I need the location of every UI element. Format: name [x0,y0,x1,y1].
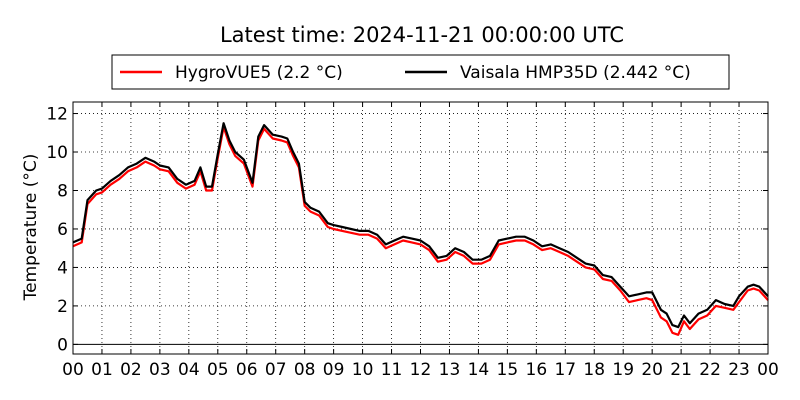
y-tick-label: 4 [57,258,68,278]
x-tick-label: 15 [497,360,519,380]
x-tick-label: 05 [207,360,229,380]
x-tick-label: 01 [91,360,113,380]
x-tick-label: 00 [757,360,779,380]
y-tick-label: 6 [57,220,68,240]
y-tick-label: 0 [57,335,68,355]
y-tick-label: 2 [57,297,68,317]
y-tick-label: 10 [46,143,68,163]
series-line-vaisala [72,122,769,329]
y-tick-label: 8 [57,181,68,201]
x-tick-label: 17 [554,360,576,380]
y-axis-label: Temperature (°C) [21,154,41,302]
axis-ticks [72,102,769,354]
x-tick-label: 18 [583,360,605,380]
x-tick-label: 04 [178,360,200,380]
y-tick-labels: 0 2 4 6 8 10 12 [46,105,68,356]
y-tick-label: 12 [46,105,68,125]
x-tick-label: 12 [410,360,432,380]
legend-label-vaisala: Vaisala HMP35D (2.442 °C) [460,63,691,83]
legend-label-hygrovue5: HygroVUE5 (2.2 °C) [175,63,343,83]
x-tick-label: 22 [699,360,721,380]
x-tick-label: 07 [265,360,287,380]
x-tick-label: 19 [612,360,634,380]
x-tick-label: 10 [352,360,374,380]
series-line-hygrovue5 [72,125,769,336]
x-tick-label: 13 [439,360,461,380]
x-tick-label: 11 [381,360,403,380]
x-tick-label: 00 [62,360,84,380]
x-tick-label: 20 [641,360,663,380]
chart-title: Latest time: 2024-11-21 00:00:00 UTC [220,23,624,47]
x-tick-label: 21 [670,360,692,380]
x-tick-label: 23 [728,360,750,380]
x-tick-label: 02 [120,360,142,380]
series-layer [72,122,769,336]
legend: HygroVUE5 (2.2 °C) Vaisala HMP35D (2.442… [111,54,730,90]
x-tick-label: 08 [294,360,316,380]
x-tick-label: 09 [323,360,345,380]
x-tick-labels: 00 01 02 03 04 05 06 07 08 09 10 11 12 13 14 15 16 17 18 19… [62,360,779,380]
x-tick-label: 16 [526,360,548,380]
x-tick-label: 03 [149,360,171,380]
grid-lines [73,102,768,354]
x-tick-label: 14 [468,360,490,380]
plot-frame [72,101,769,355]
x-tick-label: 06 [236,360,258,380]
